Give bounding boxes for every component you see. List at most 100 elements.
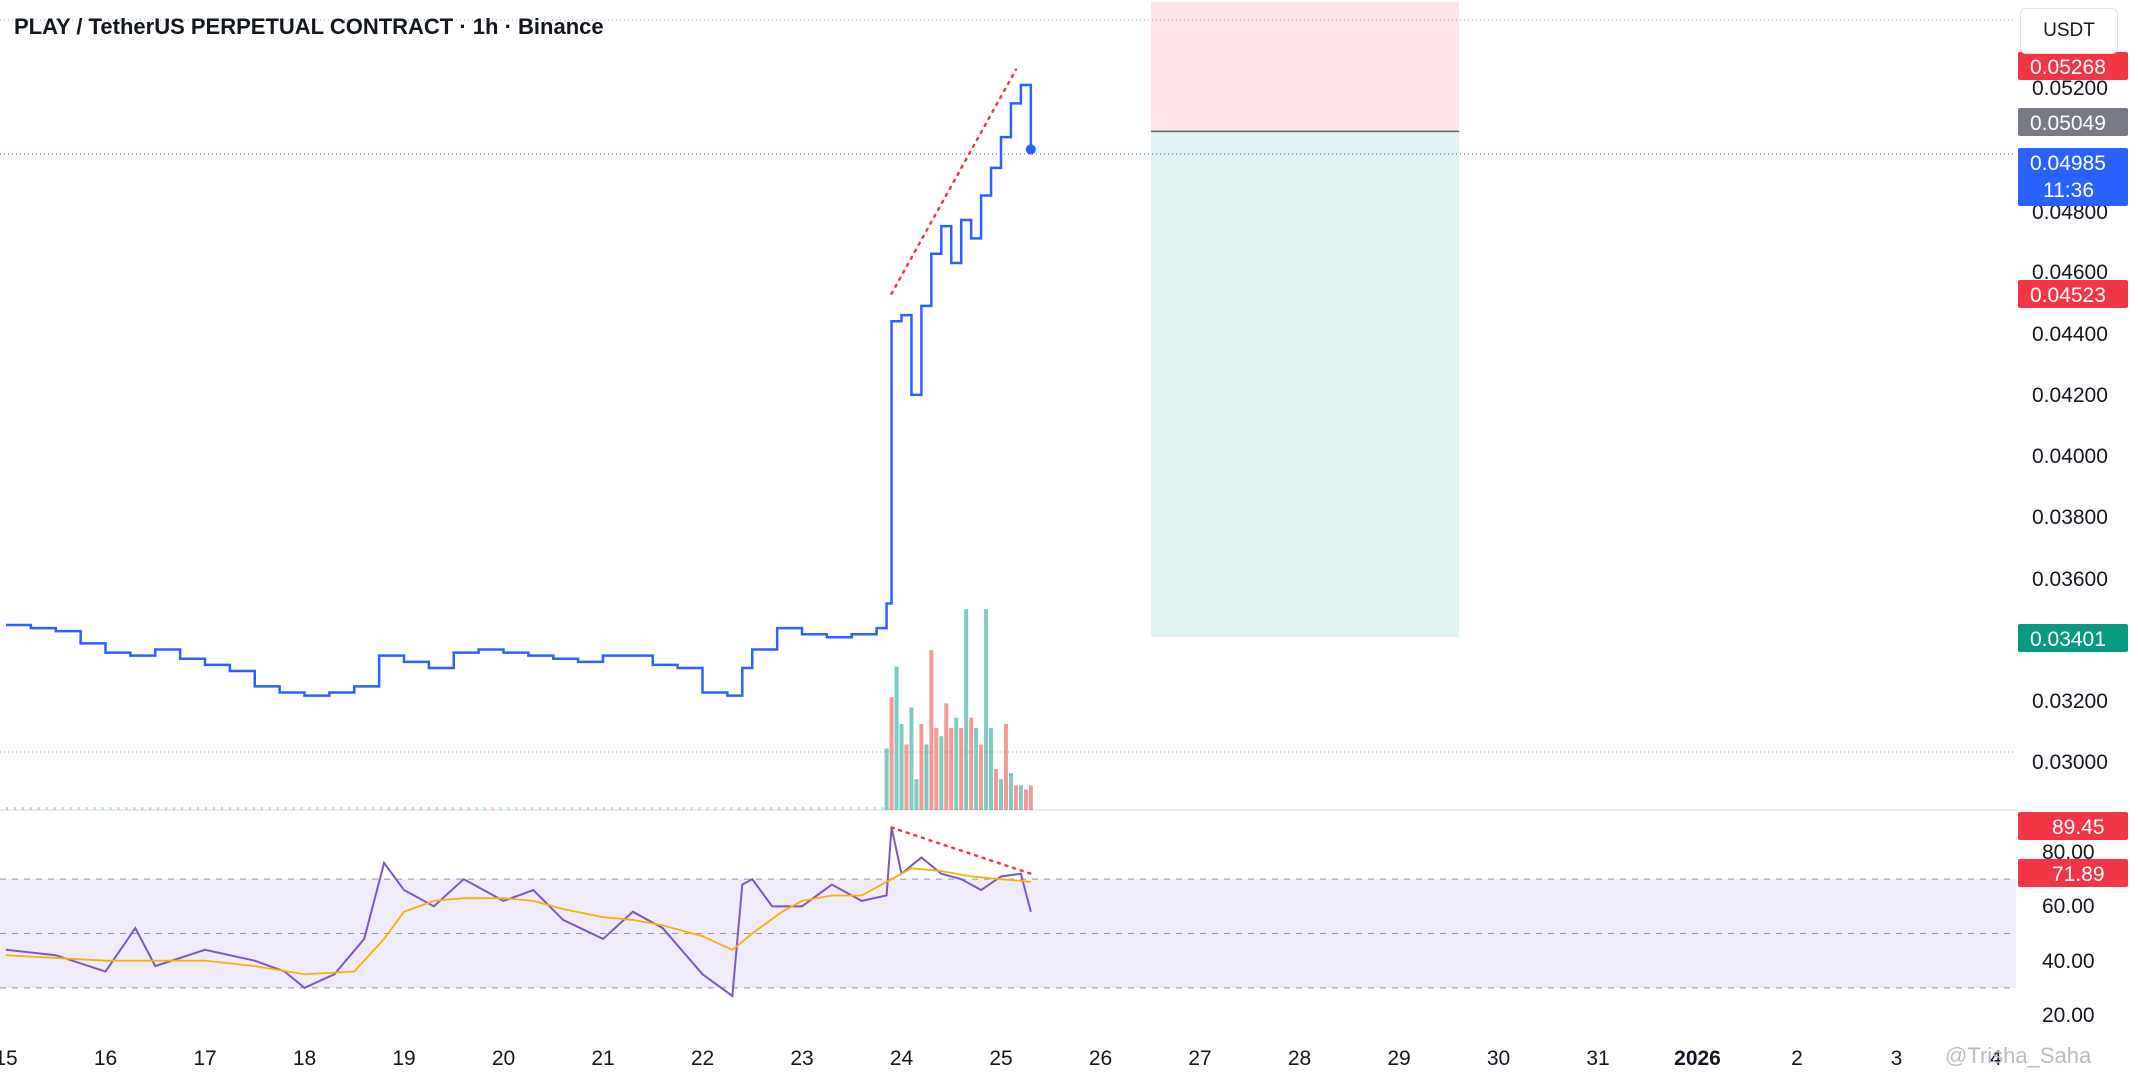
volume-bar	[969, 717, 974, 810]
volume-bar	[499, 807, 502, 810]
price-axis-tick: 0.04400	[2032, 323, 2108, 346]
volume-bar	[894, 666, 899, 810]
volume-bar	[491, 807, 494, 810]
volume-bar	[173, 807, 176, 810]
volume-bar	[722, 807, 725, 810]
time-axis-tick: 20	[492, 1047, 515, 1070]
price-label-box	[2018, 148, 2128, 206]
rsi-label-box	[2018, 859, 2128, 887]
volume-bar	[571, 807, 574, 810]
volume-bar	[714, 807, 717, 810]
volume-bar	[603, 807, 605, 810]
stop-loss-zone	[1151, 2, 1459, 132]
volume-bar	[738, 807, 741, 810]
volume-bar	[292, 807, 295, 810]
volume-bar	[730, 807, 733, 810]
time-axis-tick: 25	[989, 1047, 1012, 1070]
volume-bar	[899, 723, 904, 810]
volume-bar	[857, 807, 860, 810]
volume-bar	[451, 807, 454, 810]
time-axis-tick: 24	[890, 1047, 914, 1070]
volume-bar	[244, 807, 247, 810]
volume-bar	[236, 807, 239, 810]
volume-bar	[308, 807, 311, 810]
price-label-value: 0.04985	[2030, 152, 2106, 175]
volume-bar	[109, 807, 112, 810]
volume-bar	[884, 748, 889, 810]
time-axis-tick: 30	[1487, 1047, 1510, 1070]
volume-bar	[61, 807, 64, 810]
volume-bar	[658, 807, 661, 810]
time-axis-tick: 4	[1990, 1047, 2002, 1070]
volume-bar	[149, 807, 152, 810]
volume-bar	[825, 807, 828, 810]
volume-bar	[515, 807, 518, 810]
volume-bar	[268, 807, 271, 810]
volume-bar	[205, 807, 207, 810]
price-axis-tick: 0.04000	[2032, 445, 2108, 468]
volume-bar	[563, 807, 566, 810]
time-axis-tick: 22	[691, 1047, 714, 1070]
rsi-axis-tick: 20.00	[2042, 1004, 2095, 1027]
volume-bar	[650, 807, 653, 810]
volume-bar	[865, 807, 868, 810]
volume-bar	[706, 807, 709, 810]
volume-bar	[610, 807, 613, 810]
price-axis-tick: 0.03200	[2032, 690, 2108, 713]
volume-bar	[579, 807, 582, 810]
volume-bar	[1028, 785, 1033, 810]
volume-bar	[85, 807, 88, 810]
time-axis-tick: 18	[293, 1047, 316, 1070]
volume-bar	[411, 807, 414, 810]
time-axis-tick: 23	[790, 1047, 813, 1070]
volume-bar	[220, 807, 223, 810]
volume-bar	[443, 807, 446, 810]
volume-bar	[404, 807, 406, 810]
volume-bar	[944, 703, 949, 810]
volume-bar	[924, 744, 929, 810]
currency-unit-button[interactable]: USDT	[2020, 8, 2118, 54]
volume-bar	[459, 807, 462, 810]
volume-bar	[889, 697, 894, 810]
volume-bar	[674, 807, 677, 810]
volume-bar	[1018, 785, 1023, 810]
volume-bar	[809, 807, 812, 810]
volume-bar	[770, 807, 773, 810]
volume-bar	[133, 807, 136, 810]
author-watermark: @Trisha_Saha	[1945, 1043, 2092, 1068]
volume-bar	[595, 807, 598, 810]
rsi-line	[5, 827, 1032, 998]
time-axis-tick: 31	[1586, 1047, 1609, 1070]
volume-bar	[949, 728, 954, 810]
volume-bar	[909, 707, 914, 810]
price-label-value: 0.03401	[2030, 628, 2106, 651]
volume-bar	[212, 807, 215, 810]
rsi-label-value: 71.89	[2052, 863, 2105, 886]
volume-bar	[340, 807, 343, 810]
volume-bar	[698, 807, 701, 810]
volume-bar	[45, 807, 48, 810]
volume-bar	[979, 744, 984, 810]
time-axis-tick: 21	[591, 1047, 614, 1070]
volume-bar	[6, 807, 8, 810]
price-axis-tick: 0.05200	[2032, 77, 2108, 100]
price-label-box	[2018, 624, 2128, 652]
volume-bar	[157, 807, 160, 810]
volume-bar	[794, 807, 797, 810]
volume-bar	[587, 807, 590, 810]
volume-bar	[348, 807, 351, 810]
volume-bar	[984, 609, 989, 810]
time-axis-tick: 2	[1791, 1047, 1803, 1070]
volume-bar	[802, 807, 804, 810]
volume-bar	[427, 807, 430, 810]
volume-bar	[1013, 785, 1018, 810]
volume-bar	[1023, 789, 1028, 810]
time-axis-tick: 19	[392, 1047, 415, 1070]
price-axis-tick: 0.03800	[2032, 506, 2108, 529]
volume-bar	[881, 807, 884, 810]
volume-bar	[300, 807, 303, 810]
time-axis-tick: 3	[1891, 1047, 1903, 1070]
volume-bar	[69, 807, 72, 810]
time-axis-tick: 17	[193, 1047, 216, 1070]
